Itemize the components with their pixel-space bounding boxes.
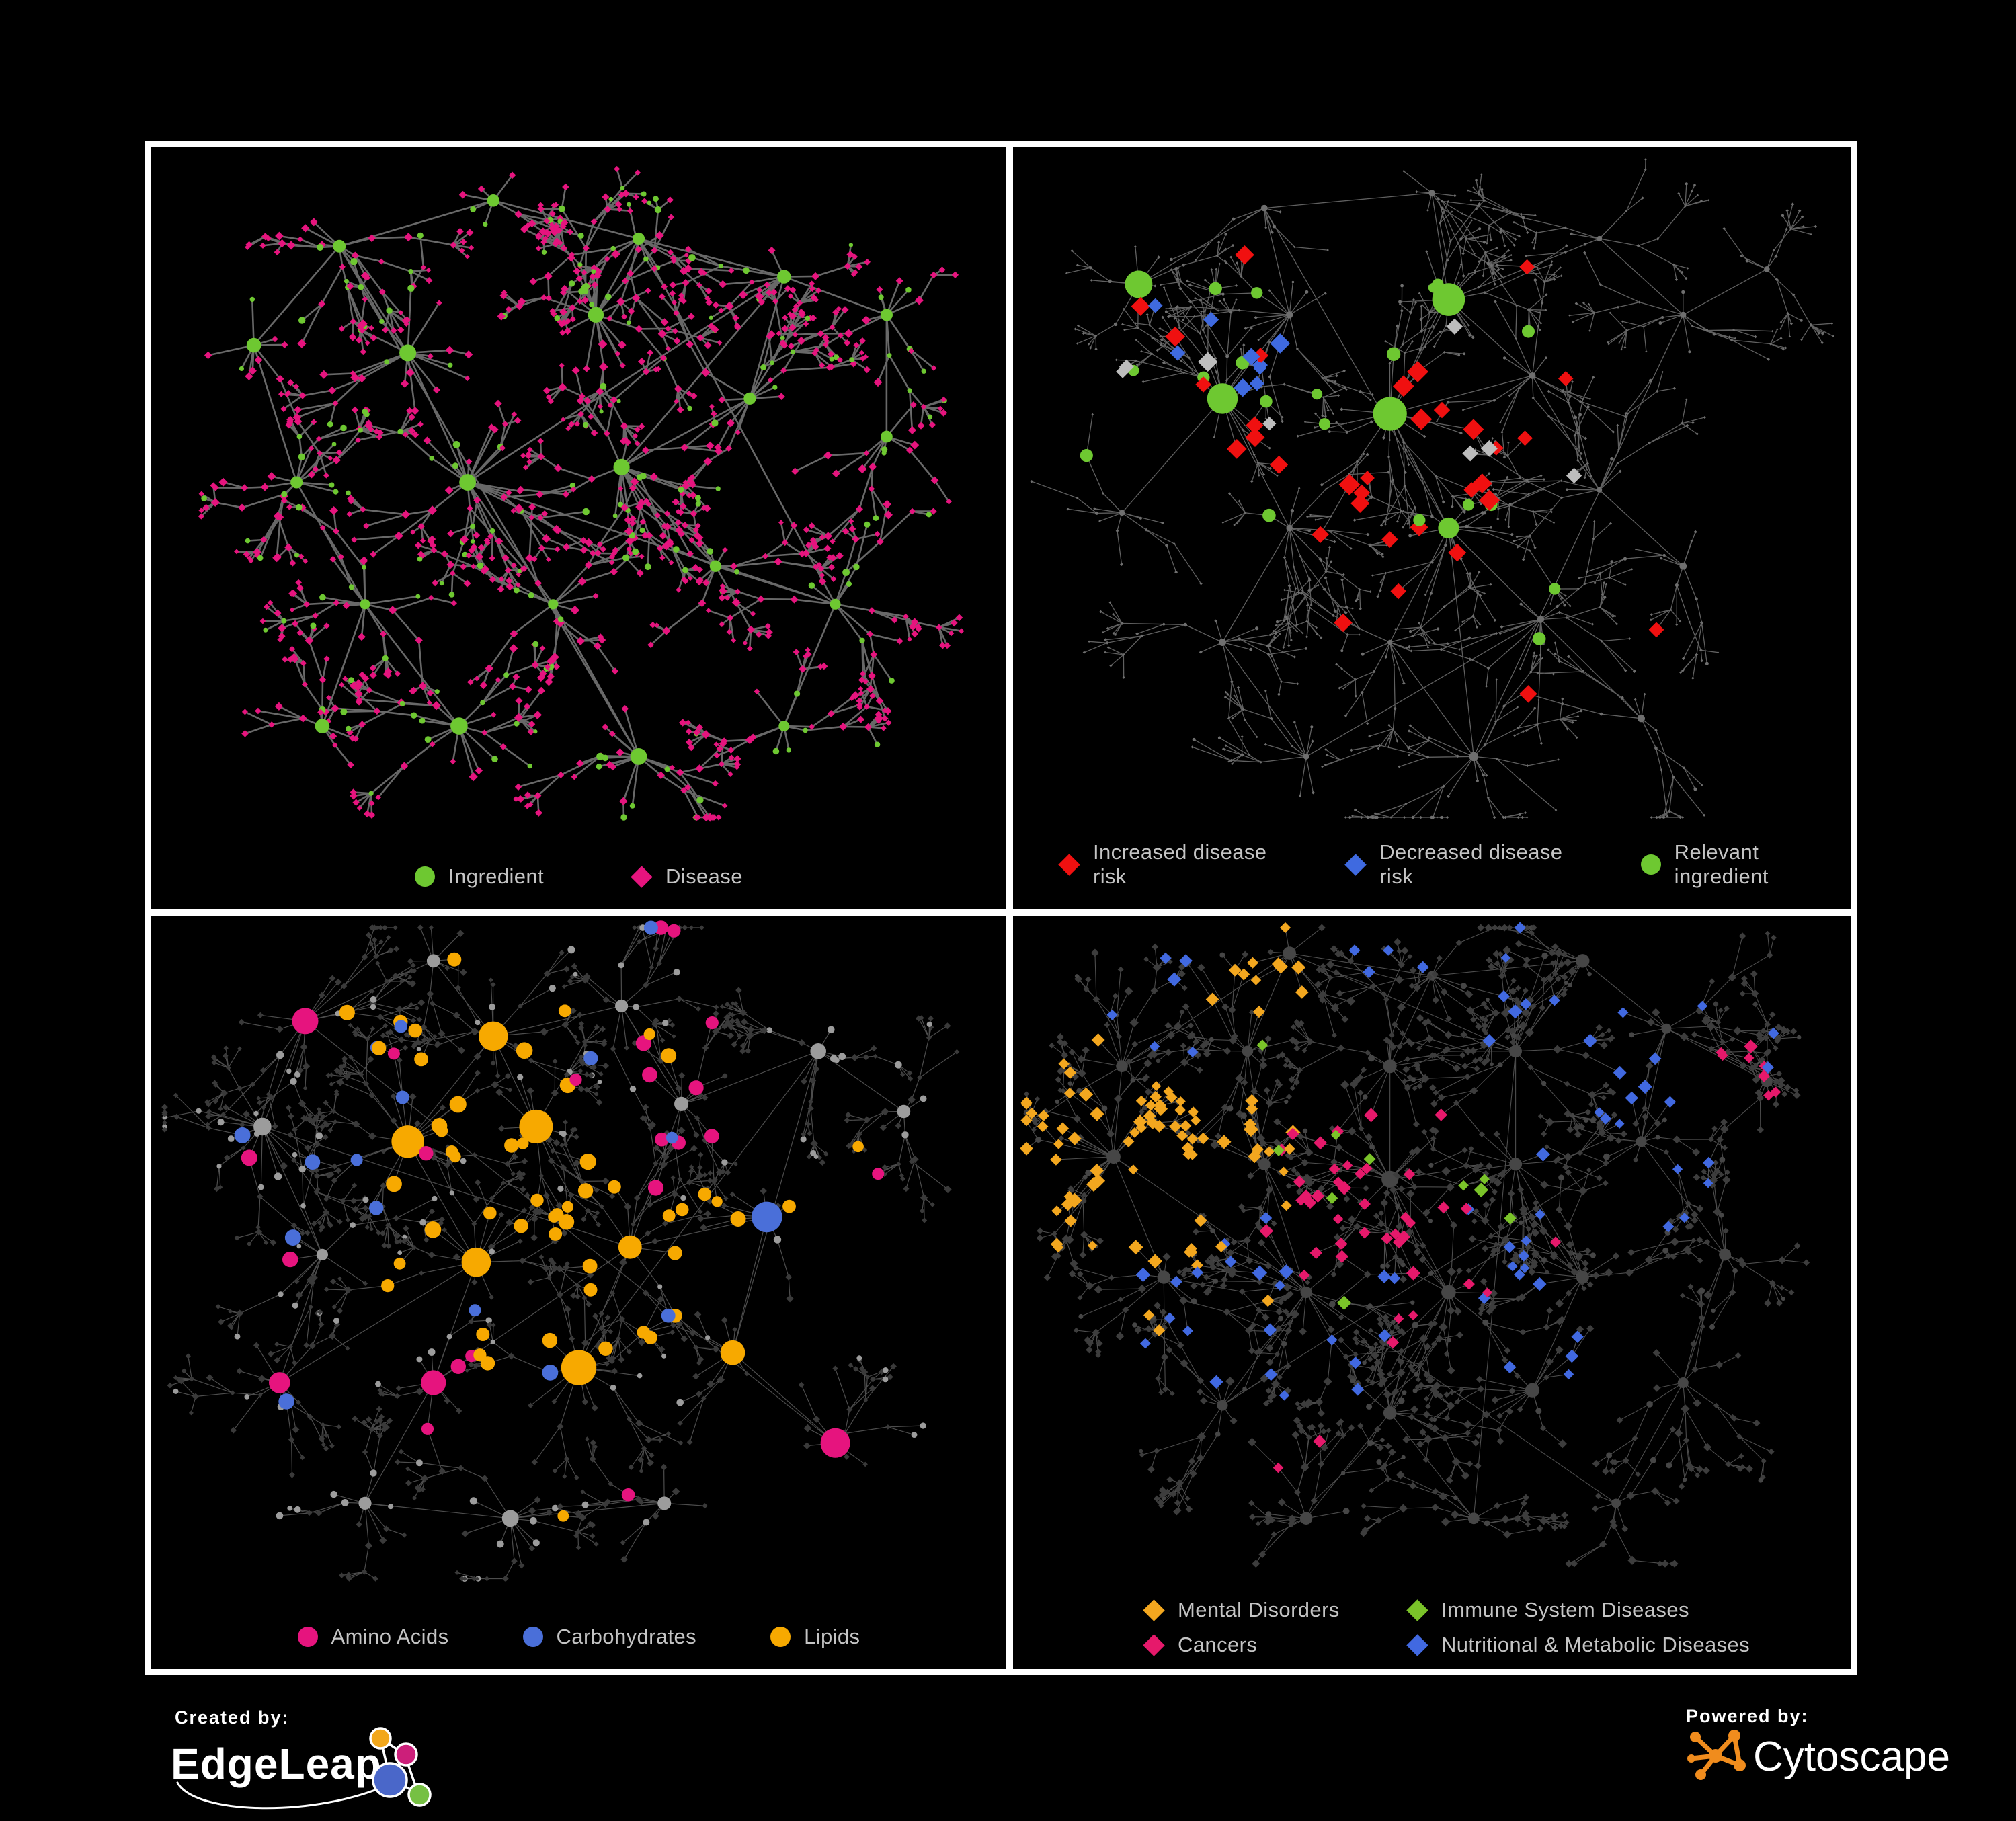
cytoscape-wordmark: Cytoscape	[1753, 1734, 1950, 1780]
panel-disease-classes: Mental Disorders Immune System Diseases …	[1013, 916, 1851, 1669]
legend-panel-2: Increased disease risk Decreased disease…	[1013, 840, 1851, 889]
cancers-diamond-icon	[1143, 1633, 1165, 1656]
ingredient-circle-icon	[415, 866, 436, 887]
legend-item-lipids: Lipids	[770, 1625, 860, 1649]
decreased-risk-diamond-icon	[1344, 853, 1367, 876]
legend-item-cancers: Cancers	[1143, 1633, 1407, 1657]
mental-disorders-diamond-icon	[1143, 1599, 1165, 1621]
legend-label: Carbohydrates	[556, 1625, 697, 1648]
legend-label: Ingredient	[448, 864, 545, 888]
network-graph-disease-risk	[1030, 158, 1834, 819]
created-by-label: Created by:	[175, 1707, 290, 1728]
legend-item-increased-risk: Increased disease risk	[1058, 840, 1297, 889]
network-graph-nutrient-classes	[161, 920, 960, 1582]
panel-grid-frame: Ingredient Disease Increased disease ris…	[145, 141, 1857, 1675]
legend-label: Relevant ingredient	[1674, 840, 1769, 888]
legend-item-mental-disorders: Mental Disorders	[1143, 1598, 1407, 1622]
increased-risk-diamond-icon	[1058, 853, 1080, 876]
legend-item-carbohydrates: Carbohydrates	[522, 1625, 697, 1649]
legend-label: Cancers	[1178, 1633, 1258, 1656]
legend-label: Nutritional & Metabolic Diseases	[1441, 1633, 1750, 1656]
legend-item-nutritional-metabolic: Nutritional & Metabolic Diseases	[1406, 1633, 1750, 1657]
legend-label: Disease	[666, 864, 743, 888]
legend-panel-1: Ingredient Disease	[151, 864, 1006, 889]
legend-item-decreased-risk: Decreased disease risk	[1344, 840, 1592, 889]
network-graph-ingredient-disease	[198, 165, 965, 822]
legend-label: Immune System Diseases	[1441, 1598, 1689, 1621]
cytoscape-brand-lockup: Powered by: Cytoscape	[1681, 1703, 2003, 1794]
powered-by-label: Powered by:	[1686, 1706, 1809, 1726]
carbohydrates-circle-icon	[522, 1627, 543, 1647]
legend-label: Mental Disorders	[1178, 1598, 1340, 1621]
edgeleap-wordmark: EdgeLeap	[171, 1740, 382, 1788]
legend-label: Amino Acids	[331, 1625, 449, 1648]
nutritional-metabolic-diamond-icon	[1406, 1633, 1428, 1656]
lipids-circle-icon	[770, 1627, 791, 1647]
edgeleap-swoosh-icon	[176, 1727, 432, 1810]
legend-label: Decreased disease risk	[1379, 840, 1563, 888]
cytoscape-logo: Powered by: Cytoscape	[1686, 1706, 1950, 1780]
panel-disease-risk: Increased disease risk Decreased disease…	[1013, 147, 1851, 909]
disease-diamond-icon	[631, 865, 653, 888]
legend-panel-4: Mental Disorders Immune System Diseases …	[1143, 1598, 1750, 1657]
legend-label: Lipids	[804, 1625, 860, 1648]
edgeleap-brand-lockup: Created by: EdgeLeap	[168, 1703, 531, 1821]
legend-panel-3: Amino Acids Carbohydrates Lipids	[151, 1625, 1006, 1649]
panel-ingredient-disease: Ingredient Disease	[151, 147, 1006, 909]
legend-item-amino-acids: Amino Acids	[297, 1625, 449, 1649]
amino-acids-circle-icon	[297, 1627, 318, 1647]
network-graph-disease-classes	[1020, 922, 1810, 1568]
legend-item-ingredient: Ingredient	[415, 864, 544, 889]
relevant-ingredient-circle-icon	[1640, 854, 1661, 875]
legend-label: Increased disease risk	[1093, 840, 1267, 888]
legend-item-immune-diseases: Immune System Diseases	[1406, 1598, 1750, 1622]
legend-item-relevant-ingredient: Relevant ingredient	[1640, 840, 1851, 889]
cytoscape-network-icon	[1687, 1730, 1746, 1780]
edgeleap-logo: Created by: EdgeLeap	[171, 1707, 432, 1810]
legend-item-disease: Disease	[631, 864, 743, 889]
immune-diseases-diamond-icon	[1406, 1599, 1428, 1621]
panel-nutrient-classes: Amino Acids Carbohydrates Lipids	[151, 916, 1006, 1669]
